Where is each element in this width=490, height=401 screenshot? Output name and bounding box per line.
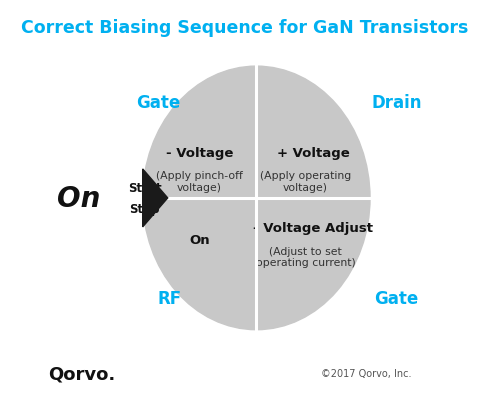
Text: Qorvo.: Qorvo.: [48, 364, 115, 382]
Ellipse shape: [143, 67, 370, 330]
Text: Gate: Gate: [136, 94, 180, 111]
Text: Start: Start: [128, 182, 161, 194]
Text: (Apply pinch-off
voltage): (Apply pinch-off voltage): [156, 171, 243, 192]
Text: Gate: Gate: [374, 290, 418, 307]
Text: (Apply operating
voltage): (Apply operating voltage): [260, 171, 351, 192]
Text: - Voltage Adjust: - Voltage Adjust: [253, 221, 373, 234]
Text: RF: RF: [157, 290, 181, 307]
Text: ©2017 Qorvo, Inc.: ©2017 Qorvo, Inc.: [321, 368, 411, 378]
Text: (Adjust to set
operating current): (Adjust to set operating current): [256, 246, 356, 267]
Text: On: On: [189, 233, 210, 247]
Text: Stop: Stop: [129, 203, 160, 215]
Text: On: On: [56, 184, 100, 213]
Polygon shape: [143, 170, 168, 227]
Text: + Voltage: + Voltage: [277, 146, 349, 159]
Text: - Voltage: - Voltage: [166, 146, 233, 159]
Text: Drain: Drain: [371, 94, 422, 111]
Text: Correct Biasing Sequence for GaN Transistors: Correct Biasing Sequence for GaN Transis…: [21, 19, 469, 37]
